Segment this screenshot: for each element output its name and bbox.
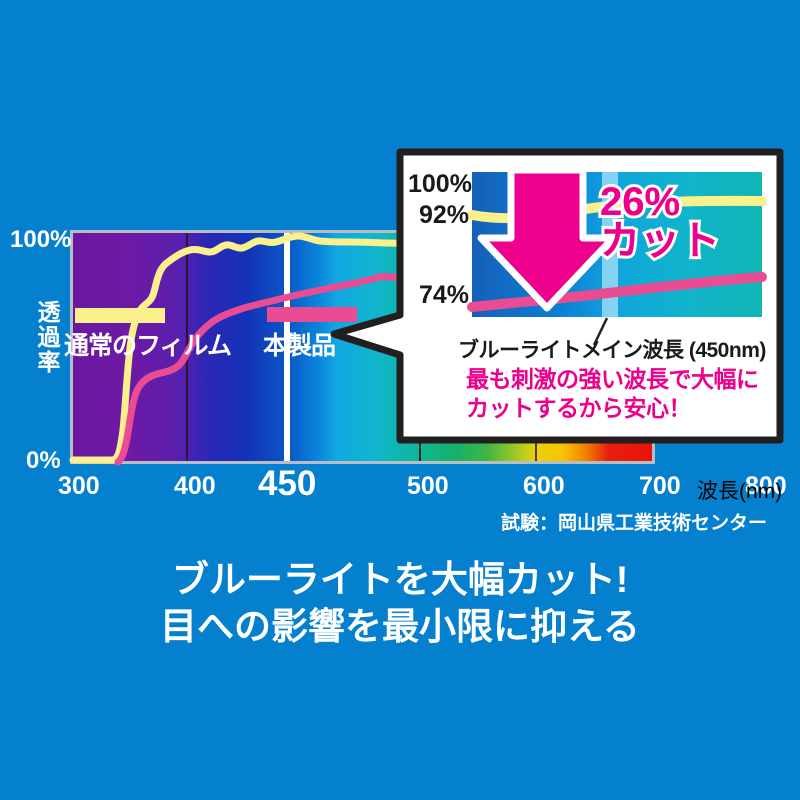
headline-line2: 目への影響を最小限に抑える <box>160 606 640 648</box>
callout-series-product <box>467 272 767 312</box>
legend-label-this-product: 本製品 <box>263 332 336 360</box>
callout-label-100: 100% <box>408 170 472 198</box>
caption-leader-line <box>592 317 609 346</box>
callout-label-92: 92% <box>419 201 470 229</box>
test-credit: 試験：岡山県工業技術センター <box>500 513 767 534</box>
cut-badge-number-outline: 26% <box>597 179 683 225</box>
x-tick-700: 700 <box>639 472 681 500</box>
cut-badge-word-outline: カット <box>597 218 723 264</box>
x-axis-ticks: 300 400 450 500 600 700 800 <box>0 464 800 504</box>
callout-message-line2: カットするから安心！ <box>466 395 691 422</box>
cut-badge: 26% カット <box>600 180 720 264</box>
y-axis-min-label: 0% <box>26 447 61 474</box>
legend-swatch-normal-film <box>75 308 165 323</box>
y-axis-max-label: 100% <box>10 226 72 253</box>
callout-message: 最も刺激の強い波長で大幅に カットするから安心！ <box>466 365 759 424</box>
cut-badge-word: カット <box>600 219 720 264</box>
callout-message-line1: 最も刺激の強い波長で大幅に <box>466 366 759 392</box>
chart-legend: 通常のフィルム 本製品 <box>0 150 800 360</box>
x-tick-800: 800 <box>745 472 787 500</box>
cut-badge-number: 26% <box>600 180 681 224</box>
x-tick-450: 450 <box>258 464 317 503</box>
y-axis-title: 透過率 <box>37 299 61 375</box>
x-tick-300: 300 <box>58 472 100 500</box>
headline: ブルーライトを大幅カット! 目への影響を最小限に抑える <box>0 556 800 651</box>
x-tick-500: 500 <box>407 472 449 500</box>
callout-caption: ブルーライトメイン波長 (450nm) <box>458 339 766 362</box>
x-tick-600: 600 <box>523 472 565 500</box>
x-tick-400: 400 <box>174 472 216 500</box>
callout-label-74: 74% <box>419 281 470 309</box>
cut-badge-outline: 26% カット <box>597 179 723 264</box>
x-axis-unit-label: 波長(nm) <box>697 480 783 503</box>
legend-label-normal-film: 通常のフィルム <box>64 332 232 360</box>
legend-swatch-this-product <box>267 307 357 322</box>
headline-line1: ブルーライトを大幅カット! <box>171 559 629 600</box>
down-arrow-icon <box>477 166 617 312</box>
